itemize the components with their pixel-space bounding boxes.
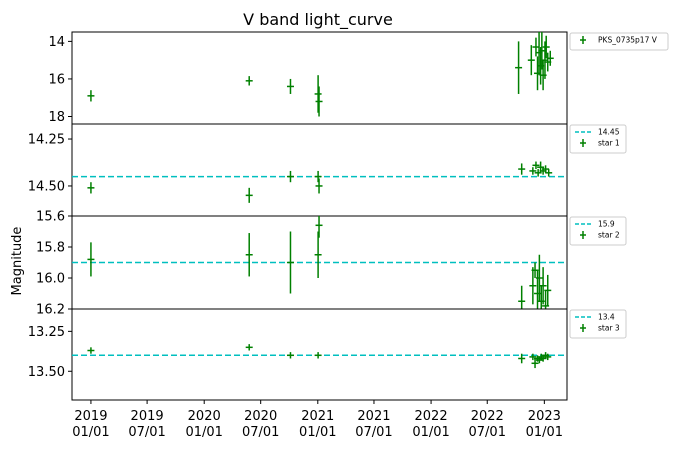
data-point [529,167,537,175]
panel-star-3: 13.25 13.50 [28,308,568,401]
data-point [314,231,322,278]
y-tick-label: 13.25 [28,325,65,340]
data-point [544,353,552,361]
data-point [515,41,523,94]
data-point [286,352,294,359]
data-point [315,86,323,117]
y-tick-label: 15.6 [36,210,65,225]
panel-frame [71,123,568,217]
panels-layer: 14161814.2514.5015.615.816.016.213.2513.… [28,31,568,401]
x-tick-label: 2020 01/01 [185,409,222,440]
data-point [245,187,253,203]
y-tick-label: 14.50 [28,179,65,194]
panel-target: 14 16 18 [48,31,568,125]
data-point [314,170,322,183]
data-point [542,35,550,59]
data-point [87,242,95,277]
x-tick-label: 2022 07/01 [469,409,506,440]
data-point [245,344,253,351]
x-tick-label: 2021 01/01 [299,409,336,440]
data-point [286,78,294,94]
panel-star-2: 15.6 15.8 16.0 16.2 [36,210,568,318]
x-tick-label: 2021 07/01 [355,409,392,440]
data-points [87,161,553,203]
x-tick-label: 2019 07/01 [128,409,165,440]
data-point [529,353,537,361]
y-tick-label: 13.50 [28,365,65,380]
legend-label: star 3 [598,324,620,333]
data-point [87,347,95,354]
chart-title: V band light_curve [243,10,393,30]
x-tick-label: 2020 07/01 [242,409,279,440]
x-axis: 2019 01/01 2019 07/01 2020 01/01 2020 07/01 2021… [72,400,563,440]
data-points [87,32,554,117]
data-points [87,216,552,309]
legend-label: 14.45 [598,128,620,137]
data-point [286,231,294,294]
data-point [518,285,526,309]
data-point [531,358,539,369]
data-point [538,32,546,70]
legend-label: 15.9 [598,220,615,229]
legend-star-3: 13.4 star 3 [569,309,627,339]
data-point [245,233,253,277]
data-points [87,344,552,369]
y-axis-label: Magnitude [10,227,25,296]
y-tick-label: 16.2 [36,303,65,318]
legend-label: star 1 [598,139,620,148]
y-tick-label: 14.25 [28,133,65,148]
legend-star-2: 15.9 star 2 [569,216,627,246]
legend-label: PKS_0735p17 V [598,36,658,45]
data-point [546,50,554,66]
legend-label: star 2 [598,231,620,240]
data-point [286,170,294,183]
x-tick-label: 2022 01/01 [412,409,449,440]
data-point [314,75,322,113]
data-point [542,165,550,173]
data-point [527,45,535,76]
x-tick-label: 2023 01/01 [526,409,563,440]
data-point [245,76,253,86]
legend-label: 13.4 [598,313,615,322]
data-point [87,90,95,102]
legends-layer: PKS_0735p17 V 14.45 star 1 15.9 star 2 13.4 st… [569,32,669,339]
legend-star-1: 14.45 star 1 [569,124,627,154]
data-point [539,267,547,305]
y-tick-label: 15.8 [36,241,65,256]
data-point [545,169,553,177]
x-tick-label: 2019 01/01 [72,409,109,440]
legend-target: PKS_0735p17 V [569,32,669,51]
y-tick-label: 14 [48,35,65,50]
y-tick-label: 18 [48,110,65,125]
panel-frame [71,308,568,401]
data-point [544,274,552,306]
y-tick-label: 16 [48,72,65,87]
data-point [518,353,526,364]
data-point [534,56,542,91]
data-point [87,182,95,194]
data-point [518,163,526,175]
data-point [314,352,322,359]
data-point [315,216,323,238]
panel-star-1: 14.25 14.50 [28,123,568,217]
legend-box [569,32,669,51]
y-tick-label: 16.0 [36,272,65,287]
data-point [529,267,537,305]
data-point [535,254,543,302]
data-point [532,161,540,170]
data-point [315,178,323,194]
